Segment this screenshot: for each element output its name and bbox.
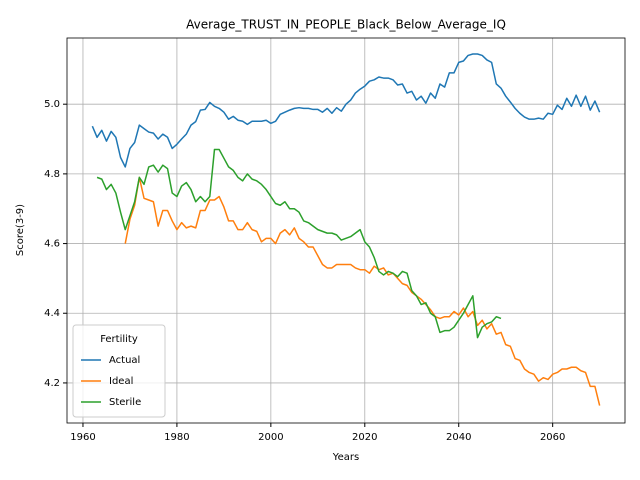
x-tick-label: 2020: [352, 432, 377, 443]
x-tick-label: 2040: [446, 432, 471, 443]
data-line: [91, 53, 601, 168]
x-tick-label: 2060: [540, 432, 565, 443]
legend-label: Actual: [109, 355, 140, 366]
y-tick-label: 4.2: [44, 378, 60, 389]
legend-title: Fertility: [100, 334, 138, 345]
plot-frame: [66, 37, 626, 424]
y-tick-label: 4.4: [44, 308, 60, 319]
data-line: [96, 148, 502, 339]
y-axis-label: Score(3-9): [15, 204, 26, 256]
x-tick-label: 1980: [164, 432, 189, 443]
chart-title: Average_TRUST_IN_PEOPLE_Black_Below_Aver…: [186, 18, 506, 32]
y-tick-label: 5.0: [44, 99, 60, 110]
x-tick-label: 2000: [258, 432, 283, 443]
x-tick-label: 1960: [70, 432, 95, 443]
legend-label: Ideal: [109, 376, 133, 387]
y-tick-label: 4.8: [44, 169, 60, 180]
legend-box: [72, 324, 166, 418]
x-axis-label: Years: [332, 452, 359, 463]
y-tick-label: 4.6: [44, 239, 60, 250]
data-line: [124, 176, 601, 406]
legend-label: Sterile: [109, 397, 141, 408]
